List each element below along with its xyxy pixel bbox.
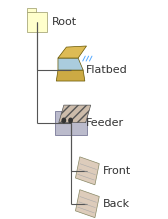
FancyBboxPatch shape [55, 111, 87, 135]
FancyBboxPatch shape [27, 12, 47, 32]
Text: Root: Root [52, 17, 77, 27]
Circle shape [62, 118, 66, 123]
Text: Back: Back [102, 199, 130, 209]
Polygon shape [75, 190, 99, 218]
Polygon shape [56, 70, 85, 81]
Text: Front: Front [102, 166, 131, 176]
FancyBboxPatch shape [27, 8, 36, 12]
Polygon shape [75, 157, 99, 185]
Circle shape [69, 118, 72, 123]
Text: Flatbed: Flatbed [86, 65, 128, 75]
Polygon shape [58, 58, 83, 70]
Polygon shape [59, 105, 91, 123]
Text: Feeder: Feeder [86, 118, 124, 128]
Polygon shape [58, 46, 87, 58]
